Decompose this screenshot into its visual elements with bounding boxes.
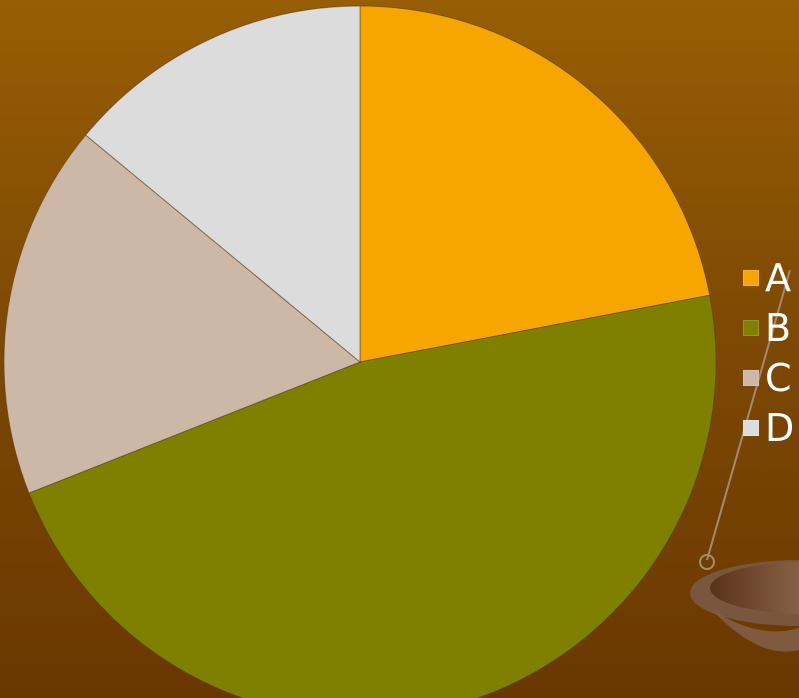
legend-label-a: A [765, 256, 791, 300]
legend-label-c: C [765, 356, 792, 400]
legend-item-b: B [743, 306, 794, 350]
pie-slice-b [28, 294, 717, 698]
pie-slice-d [84, 5, 361, 364]
legend-swatch-c [743, 370, 759, 386]
legend-item-c: C [743, 356, 794, 400]
pie-slice-c [3, 134, 361, 494]
legend-label-d: D [765, 406, 795, 450]
chart-legend: A B C D [743, 256, 794, 450]
scale-pan [710, 562, 799, 614]
legend-swatch-d [743, 420, 759, 436]
legend-label-b: B [765, 306, 792, 350]
legend-swatch-a [743, 270, 759, 286]
balance-scale-decoration [690, 269, 799, 652]
scale-pan-bottom [712, 610, 799, 652]
legend-item-a: A [743, 256, 794, 300]
legend-swatch-b [743, 320, 759, 336]
scale-chain-ring [699, 554, 715, 570]
pie-slices [3, 5, 717, 698]
scale-chain-line [706, 269, 791, 561]
pie-slice-a [359, 5, 711, 363]
legend-item-d: D [743, 406, 794, 450]
